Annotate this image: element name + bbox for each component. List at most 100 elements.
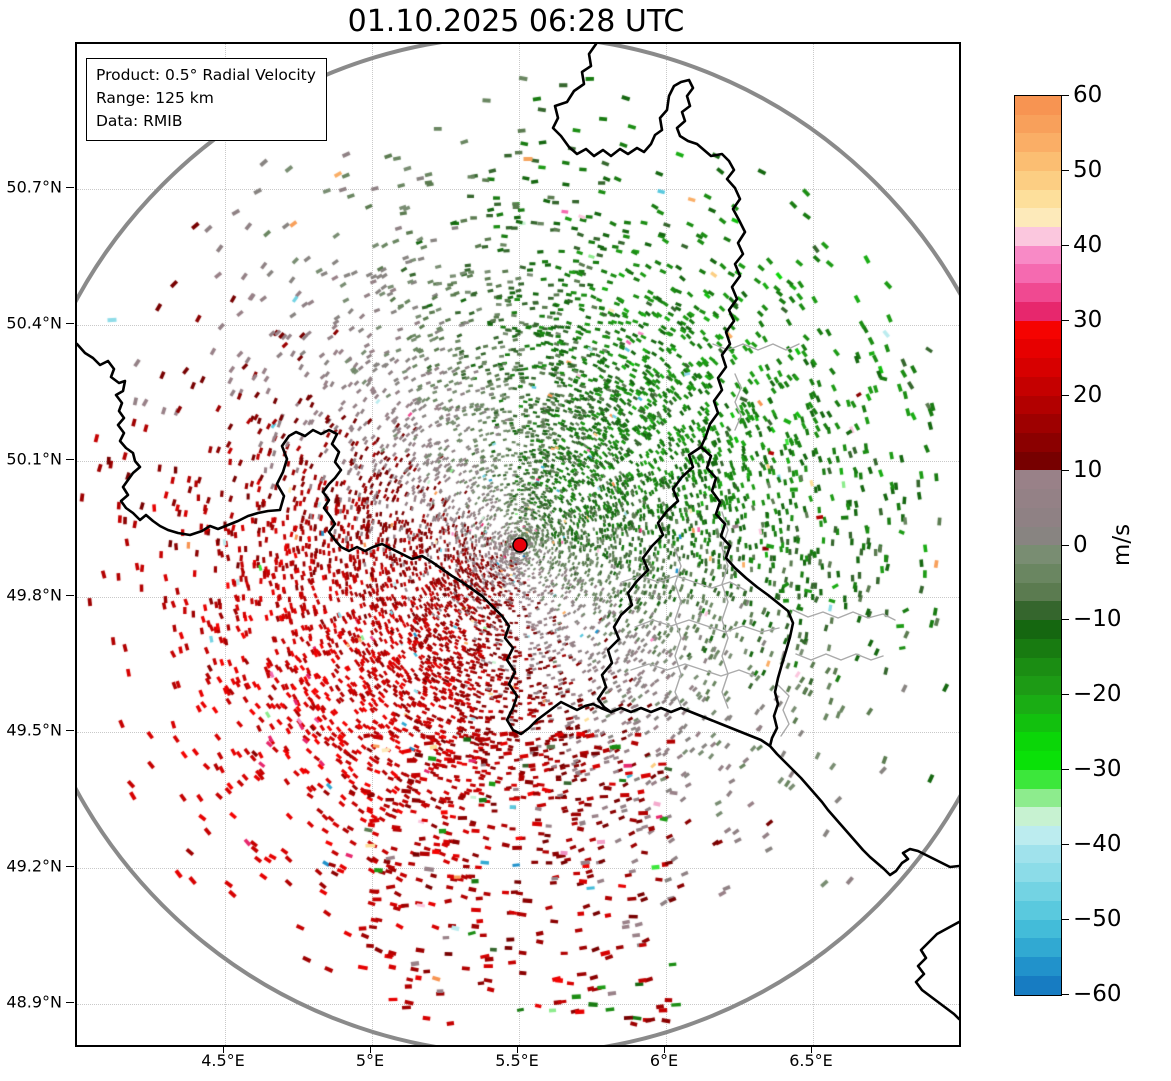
colorbar-tick-mark [1062,694,1069,696]
colorbar-band [1015,863,1061,883]
colorbar-tick-mark [1062,169,1069,171]
colorbar-band [1015,264,1061,284]
colorbar-tick-label: 0 [1073,531,1088,558]
colorbar-band [1015,339,1061,359]
colorbar-band [1015,826,1061,845]
longitude-tick-label: 5.5°E [495,1051,539,1070]
colorbar-band [1015,638,1061,658]
colorbar-band [1015,358,1061,377]
regional-border [712,343,800,351]
colorbar-band [1015,283,1061,302]
colorbar-tick-label: 40 [1073,231,1103,258]
colorbar-band [1015,395,1061,415]
colorbar-tick-mark [1062,919,1069,921]
latitude-tick-label: 49.8°N [6,585,62,605]
colorbar-band [1015,676,1061,695]
colorbar-band [1015,751,1061,770]
colorbar-band [1015,882,1061,901]
colorbar-tick-label: 10 [1073,456,1103,483]
colorbar-tick-label: −30 [1073,756,1122,783]
latitude-tick-mark [66,459,74,460]
longitude-tick-mark [223,1045,224,1053]
latitude-tick-label: 49.5°N [6,720,62,740]
colorbar-band [1015,695,1061,714]
longitude-tick-label: 4.5°E [201,1051,245,1070]
radar-site-marker [512,537,528,553]
colorbar-tick-label: −60 [1073,981,1122,1007]
colorbar-band [1015,376,1061,396]
colorbar-band [1015,432,1061,452]
latitude-tick-mark [66,730,74,731]
colorbar-band [1015,732,1061,752]
latitude-tick-label: 50.4°N [6,313,62,333]
latitude-tick-label: 48.9°N [6,992,62,1012]
colorbar-band [1015,96,1061,115]
colorbar-band [1015,489,1061,508]
latitude-tick-mark [66,866,74,867]
colorbar-band [1015,582,1061,602]
map-overlay-svg [77,44,959,1045]
colorbar-tick-label: 20 [1073,381,1103,408]
colorbar-band [1015,919,1061,939]
colorbar-band [1015,470,1061,490]
colorbar-tick-mark [1062,319,1069,321]
colorbar-tick-mark [1062,994,1069,995]
colorbar-band [1015,807,1061,827]
colorbar-tick-mark [1062,469,1069,471]
colorbar-band [1015,507,1061,527]
regional-border [630,663,756,677]
longitude-tick-mark [664,1045,665,1053]
colorbar-band [1015,227,1061,246]
colorbar-tick-mark [1062,95,1069,96]
regional-border [634,619,780,633]
figure-title: 01.10.2025 06:28 UTC [347,4,685,39]
colorbar-tick-mark [1062,244,1069,246]
latitude-tick-label: 50.7°N [6,177,62,197]
colorbar-band [1015,545,1061,564]
colorbar-tick-label: −20 [1073,681,1122,708]
national-border [609,706,772,748]
longitude-tick-mark [811,1045,812,1053]
colorbar-band [1015,301,1061,321]
longitude-tick-mark [517,1045,518,1053]
colorbar-band [1015,957,1061,976]
national-border [699,445,795,748]
longitude-tick-label: 5°E [355,1051,385,1070]
colorbar-band [1015,170,1061,190]
longitude-tick-label: 6.5°E [789,1051,833,1070]
colorbar-tick-label: −50 [1073,906,1122,933]
regional-border [792,609,896,621]
product-line: Product: 0.5° Radial Velocity [96,66,316,84]
latitude-tick-label: 50.1°N [6,449,62,469]
colorbar-tick-label: 50 [1073,156,1103,183]
colorbar-band [1015,769,1061,789]
latitude-tick-mark [66,187,74,188]
national-border [596,445,703,714]
colorbar-tick-mark [1062,619,1069,621]
national-border [914,920,959,1021]
data-source-line: Data: RMIB [96,112,183,130]
colorbar-tick-label: −10 [1073,606,1122,633]
colorbar-band [1015,844,1061,864]
colorbar-tick-label: −40 [1073,831,1122,858]
national-border [551,44,747,449]
colorbar-band [1015,657,1061,677]
latitude-tick-mark [66,323,74,324]
colorbar-band [1015,713,1061,733]
colorbar-band [1015,975,1061,995]
colorbar-band [1015,900,1061,920]
regional-border [734,373,742,431]
national-border [768,744,959,877]
product-info-box: Product: 0.5° Radial Velocity Range: 125… [86,58,327,141]
colorbar-band [1015,451,1061,471]
colorbar-tick-mark [1062,394,1069,396]
colorbar-band [1015,563,1061,583]
colorbar-tick-mark [1062,844,1069,846]
colorbar-band [1015,414,1061,433]
map-plot-area: Product: 0.5° Radial Velocity Range: 125… [75,42,961,1047]
colorbar-band [1015,114,1061,134]
colorbar-band [1015,620,1061,639]
longitude-tick-label: 6°E [649,1051,679,1070]
colorbar-tick-mark [1062,769,1069,771]
